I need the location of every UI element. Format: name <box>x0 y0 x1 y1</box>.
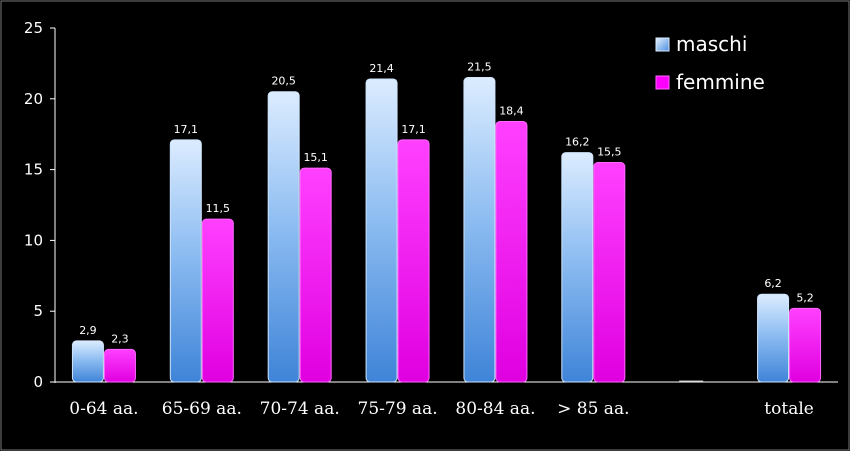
y-tick-label: 5 <box>33 302 43 320</box>
bar-maschi <box>757 293 790 383</box>
data-label-femmine: 11,5 <box>206 202 231 215</box>
bar-femmine <box>201 218 234 383</box>
bar-maschi <box>463 77 496 383</box>
y-axis-ticks: 0 5 10 15 20 25 <box>24 19 55 391</box>
legend-label-maschi: maschi <box>676 32 747 56</box>
bar-maschi <box>71 340 104 383</box>
legend-label-femmine: femmine <box>676 70 765 94</box>
x-tick-label: totale <box>764 399 814 419</box>
data-label-maschi: 21,4 <box>369 62 394 75</box>
y-tick-label: 25 <box>24 19 43 37</box>
bars-group <box>71 77 822 383</box>
x-tick-label: 75-79 aa. <box>358 399 438 419</box>
data-label-maschi: 21,5 <box>467 61 492 74</box>
bar-femmine <box>789 307 822 383</box>
legend: maschi femmine <box>655 32 765 94</box>
data-label-maschi: 2,9 <box>79 324 97 337</box>
bar-femmine <box>397 139 430 383</box>
x-tick-label: > 85 aa. <box>557 399 629 419</box>
data-label-maschi: 16,2 <box>565 136 590 149</box>
data-labels-group: 2,9 2,3 17,1 11,5 20,5 15,1 21,4 17,1 21,5 18,4 16… <box>79 61 814 346</box>
data-label-maschi: 6,2 <box>764 277 782 290</box>
bar-maschi <box>267 91 300 383</box>
x-tick-label: 65-69 aa. <box>162 399 242 419</box>
legend-swatch-maschi <box>655 37 670 52</box>
legend-swatch-femmine <box>655 75 670 90</box>
data-label-femmine: 18,4 <box>499 104 524 117</box>
x-tick-label: 0-64 aa. <box>69 399 138 419</box>
bar-maschi <box>365 78 398 383</box>
data-label-femmine: 2,3 <box>111 332 129 345</box>
data-label-maschi: 20,5 <box>271 75 296 88</box>
x-axis-labels: 0-64 aa. 65-69 aa. 70-74 aa. 75-79 aa. 80-84… <box>69 399 814 419</box>
bar-femmine <box>299 167 332 383</box>
data-label-femmine: 15,1 <box>303 151 328 164</box>
bar-femmine <box>495 120 528 383</box>
y-tick-label: 0 <box>33 373 43 391</box>
bar-femmine <box>103 348 136 383</box>
data-label-maschi: 17,1 <box>174 123 199 136</box>
data-label-femmine: 5,2 <box>796 291 814 304</box>
y-tick-label: 15 <box>24 161 43 179</box>
bar-maschi <box>561 152 594 383</box>
x-tick-label: 80-84 aa. <box>455 399 535 419</box>
bar-maschi <box>169 139 202 383</box>
y-tick-label: 10 <box>24 231 43 249</box>
bar-femmine <box>593 162 626 383</box>
data-label-femmine: 15,5 <box>597 146 622 159</box>
data-label-femmine: 17,1 <box>401 123 426 136</box>
x-tick-label: 70-74 aa. <box>260 399 340 419</box>
y-tick-label: 20 <box>24 90 43 108</box>
